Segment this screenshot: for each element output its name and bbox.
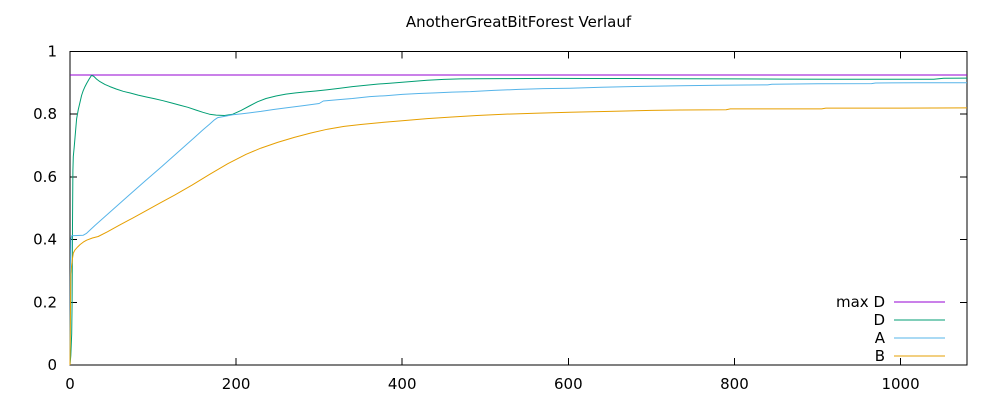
y-tick-label: 0.8: [33, 105, 57, 123]
legend-label-a: A: [875, 329, 886, 347]
x-tick-label: 1000: [881, 375, 919, 393]
y-tick-label: 1: [47, 43, 57, 61]
plot-border: [69, 51, 968, 366]
chart-title: AnotherGreatBitForest Verlauf: [405, 13, 632, 31]
series-line-b: [69, 107, 968, 366]
x-tick-label: 600: [554, 375, 583, 393]
series-line-a: [69, 82, 967, 366]
x-tick-label: 0: [65, 375, 75, 393]
series-line-d: [69, 74, 968, 366]
x-tick-label: 200: [222, 375, 251, 393]
y-tick-label: 0.4: [33, 231, 57, 249]
y-tick-label: 0.2: [33, 293, 57, 311]
legend-label-b: B: [875, 347, 885, 365]
y-tick-label: 0: [47, 356, 57, 374]
y-tick-label: 0.6: [33, 168, 57, 186]
legend-label-d: D: [873, 311, 885, 329]
x-tick-label: 400: [388, 375, 417, 393]
x-tick-label: 800: [720, 375, 749, 393]
legend-label-max-d: max D: [836, 293, 885, 311]
